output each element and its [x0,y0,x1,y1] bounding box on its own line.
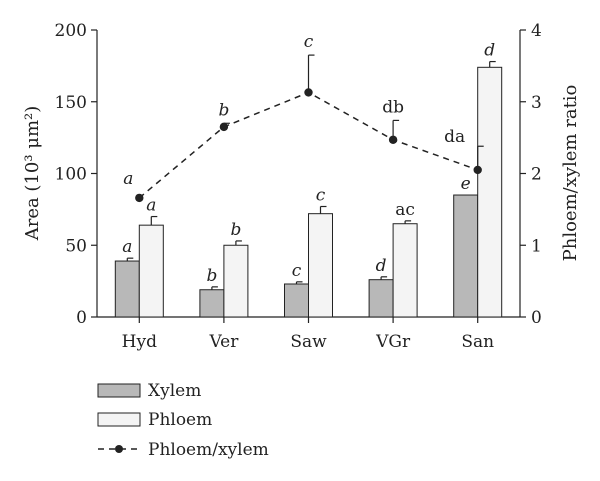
ratio-point [473,165,482,175]
legend-marker-ratio [115,445,123,453]
y-left-tick-label: 200 [55,21,87,41]
x-tick-label: VGr [375,332,411,352]
ratio-significance-label: c [304,32,314,52]
ratio-point [304,88,313,97]
legend: Xylem Phloem Phloem/xylem [97,381,269,460]
legend-swatch-xylem [97,383,141,398]
legend-swatch-phloem [97,412,141,427]
significance-label: d [376,256,387,276]
y-left-tick-label: 0 [76,308,87,328]
significance-label: d [484,41,495,61]
significance-label: c [292,261,302,281]
bar-phloem-hyd [138,224,164,318]
ratio-significance-label: b [218,100,229,120]
y-right-tick-label: 3 [531,93,542,113]
axes: 0 50 100 150 200 0 1 2 3 4 Hyd Ver Saw VGr San [55,21,542,352]
y-axis-left-title: Area (10³ μm²) [22,106,43,242]
ratio-significance-label: da [444,127,465,147]
x-tick-label: San [461,332,494,352]
bar-phloem-ver [223,244,249,318]
x-tick-label: Hyd [122,332,157,352]
bar-xylem-hyd [114,260,140,318]
significance-label: ac [395,200,415,220]
legend-label-ratio: Phloem/xylem [148,440,269,460]
y-left-tick-label: 50 [65,236,87,256]
y-left-tick-label: 150 [55,93,87,113]
significance-label: b [206,266,217,286]
ratio-significance-label: a [123,169,133,189]
significance-label: e [461,174,471,194]
bar-phloem-san [477,66,503,318]
significance-label: a [122,237,132,257]
bar-xylem-ver [199,289,225,318]
y-right-tick-label: 2 [531,165,542,185]
x-tick-label: Saw [290,332,327,352]
y-axis-right-title: Phloem/xylem ratio [560,85,581,262]
x-tick-label: Ver [208,332,239,352]
ratio-point [388,135,398,144]
ratio-significance-label: db [382,97,404,117]
bar-xylem-san [453,194,479,318]
y-right-tick-label: 1 [531,236,542,256]
significance-label: b [230,220,241,240]
legend-label-xylem: Xylem [148,381,201,401]
bar-group [114,60,503,318]
y-right-tick-label: 0 [531,308,542,328]
ratio-point [135,193,144,203]
bar-phloem-vgr [392,223,418,318]
ratio-point [219,122,229,132]
ratio-line [138,91,478,199]
y-right-tick-label: 4 [531,21,542,41]
ratio-line-group [135,54,484,203]
legend-label-phloem: Phloem [148,410,212,430]
significance-label: a [146,196,156,216]
bar-xylem-vgr [368,279,394,318]
y-left-tick-label: 100 [55,165,87,185]
bar-xylem-saw [284,283,309,318]
significance-label: c [316,186,326,206]
bar-phloem-saw [308,213,333,318]
